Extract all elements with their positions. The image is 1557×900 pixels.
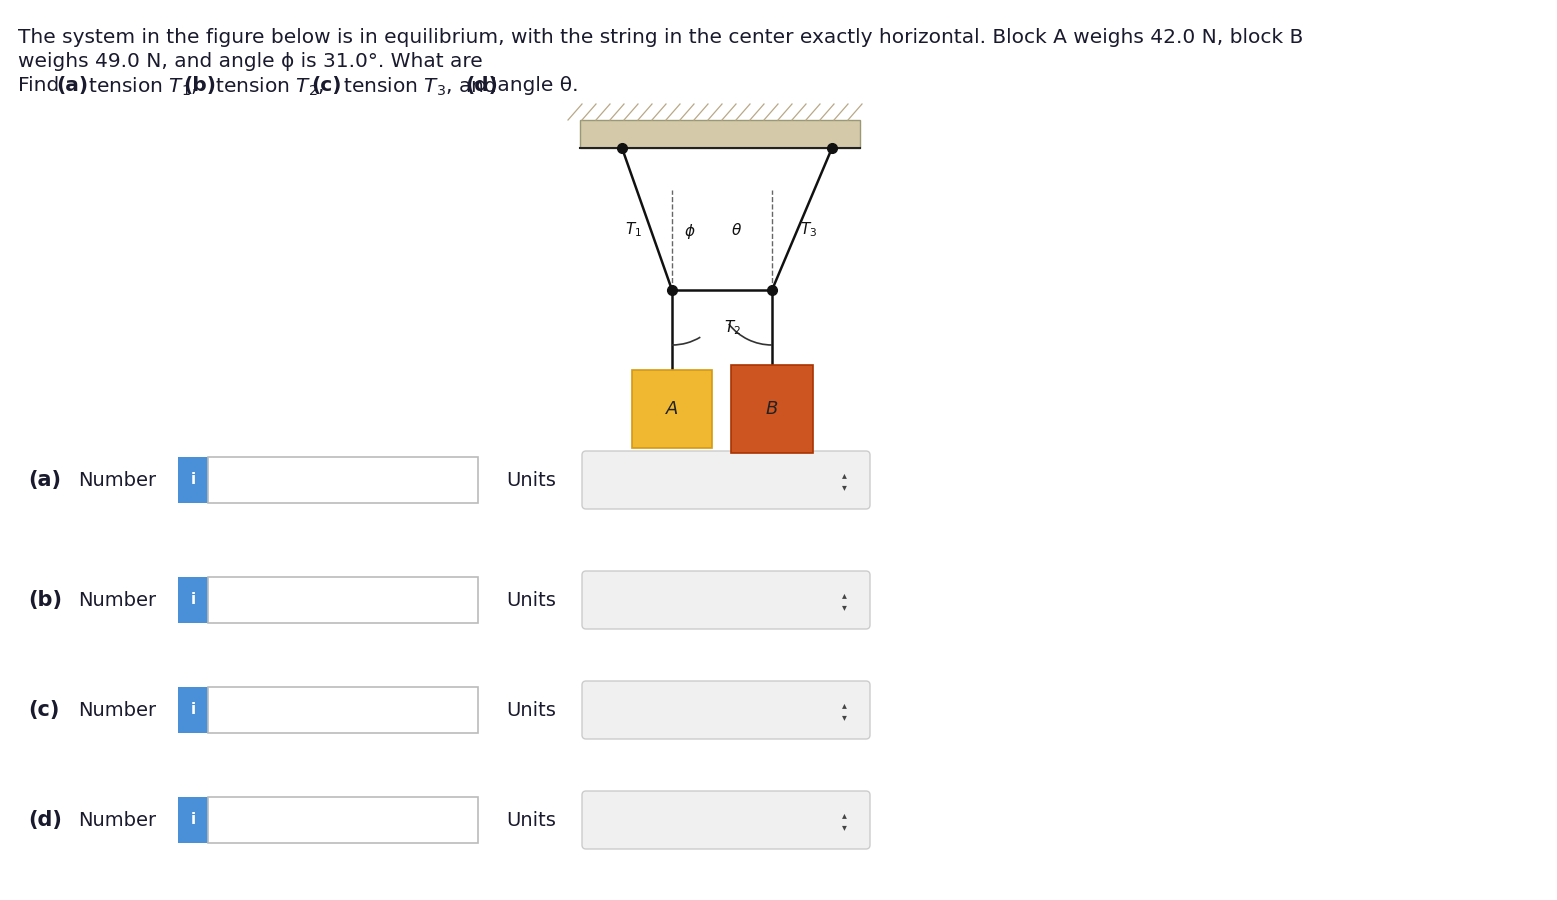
Text: tension $T_1$,: tension $T_1$, <box>83 76 199 98</box>
Text: $B$: $B$ <box>766 400 778 418</box>
Text: i: i <box>190 703 196 717</box>
Text: Units: Units <box>506 811 556 830</box>
FancyBboxPatch shape <box>582 451 870 509</box>
Text: i: i <box>190 472 196 488</box>
Text: $A$: $A$ <box>665 400 679 418</box>
Text: (d): (d) <box>28 810 62 830</box>
Text: tension $T_2$,: tension $T_2$, <box>209 76 325 98</box>
Text: (a): (a) <box>28 470 61 490</box>
Text: ▴: ▴ <box>842 590 847 600</box>
Text: Find: Find <box>19 76 65 95</box>
Text: ▾: ▾ <box>842 602 847 612</box>
Text: tension $T_3$, and: tension $T_3$, and <box>336 76 498 98</box>
Bar <box>581 120 859 148</box>
Bar <box>209 457 478 503</box>
Bar <box>177 457 209 503</box>
Bar <box>177 687 209 733</box>
Text: Units: Units <box>506 700 556 719</box>
Text: $T_2$: $T_2$ <box>724 318 741 337</box>
Text: angle θ.: angle θ. <box>490 76 579 95</box>
Text: Number: Number <box>78 590 156 609</box>
Text: (b): (b) <box>184 76 216 95</box>
Text: Number: Number <box>78 811 156 830</box>
Text: (a): (a) <box>56 76 89 95</box>
Bar <box>209 687 478 733</box>
Text: ▴: ▴ <box>842 700 847 710</box>
Text: (b): (b) <box>28 590 62 610</box>
Bar <box>209 797 478 843</box>
Text: (d): (d) <box>466 76 498 95</box>
Text: i: i <box>190 813 196 827</box>
Text: Number: Number <box>78 471 156 490</box>
Text: $\theta$: $\theta$ <box>730 222 743 238</box>
Text: (c): (c) <box>28 700 59 720</box>
Text: ▴: ▴ <box>842 810 847 820</box>
FancyBboxPatch shape <box>582 571 870 629</box>
Bar <box>177 577 209 623</box>
FancyBboxPatch shape <box>582 791 870 849</box>
Text: $T_3$: $T_3$ <box>800 220 817 239</box>
Text: The system in the figure below is in equilibrium, with the string in the center : The system in the figure below is in equ… <box>19 28 1303 47</box>
Text: (c): (c) <box>311 76 341 95</box>
FancyBboxPatch shape <box>582 681 870 739</box>
Bar <box>177 797 209 843</box>
Text: $T_1$: $T_1$ <box>624 220 641 239</box>
Bar <box>730 365 813 453</box>
Text: Units: Units <box>506 471 556 490</box>
Text: ▾: ▾ <box>842 822 847 832</box>
Text: ▴: ▴ <box>842 470 847 480</box>
Text: $\phi$: $\phi$ <box>684 222 696 241</box>
Bar <box>209 577 478 623</box>
Text: weighs 49.0 N, and angle ϕ is 31.0°. What are: weighs 49.0 N, and angle ϕ is 31.0°. Wha… <box>19 52 483 71</box>
Text: Units: Units <box>506 590 556 609</box>
Bar <box>632 370 712 448</box>
Text: ▾: ▾ <box>842 712 847 722</box>
Text: ▾: ▾ <box>842 482 847 492</box>
Text: i: i <box>190 592 196 608</box>
Text: Number: Number <box>78 700 156 719</box>
